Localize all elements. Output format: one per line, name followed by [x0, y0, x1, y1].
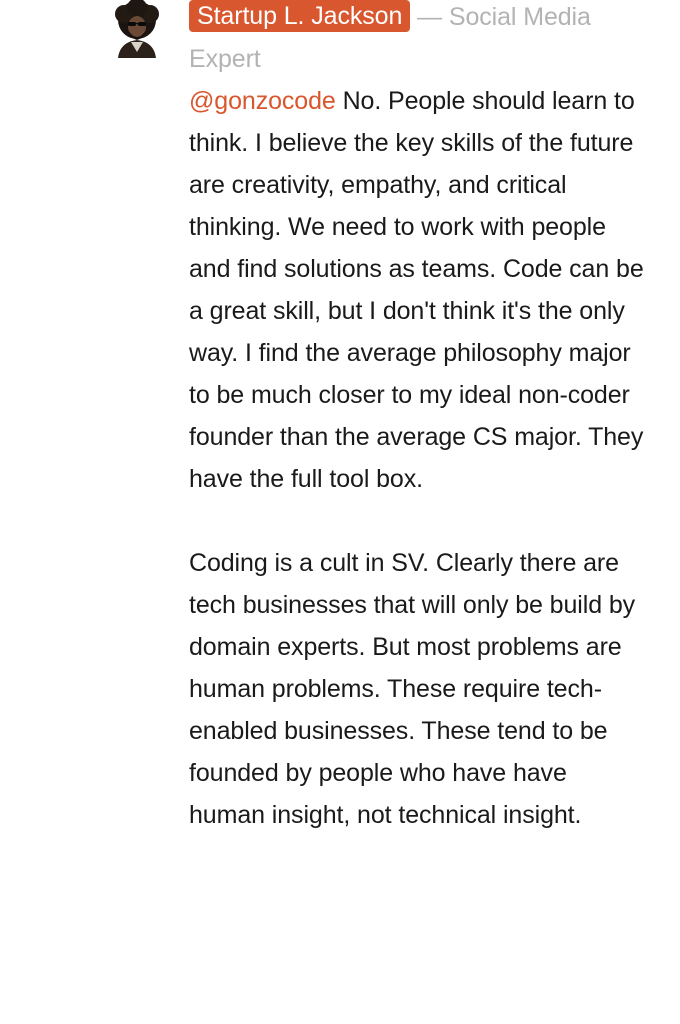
comment-header: Startup L. Jackson — Social Media Expert [189, 0, 649, 80]
mention-link[interactable]: @gonzocode [189, 87, 336, 115]
comment-paragraph-2: Coding is a cult in SV. Clearly there ar… [189, 542, 649, 836]
comment-content: Startup L. Jackson — Social Media Expert… [189, 0, 649, 836]
separator-dash: — [417, 3, 443, 31]
author-title: Social Media Expert [189, 3, 591, 73]
afro-man-avatar-icon [115, 0, 159, 58]
author-avatar[interactable] [112, 0, 162, 58]
author-name-link[interactable]: Startup L. Jackson [189, 0, 411, 32]
comment-paragraph-1: @gonzocode No. People should learn to th… [189, 80, 649, 500]
paragraph-text: No. People should learn to think. I beli… [189, 87, 644, 493]
paragraph-text: Coding is a cult in SV. Clearly there ar… [189, 549, 636, 829]
